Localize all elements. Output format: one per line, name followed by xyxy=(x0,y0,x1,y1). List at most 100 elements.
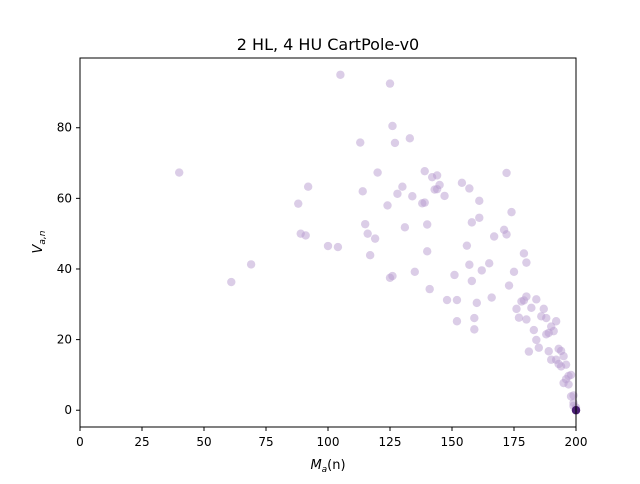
scatter-point xyxy=(534,343,543,352)
scatter-point xyxy=(358,187,367,196)
scatter-point xyxy=(388,271,397,281)
y-tick-label: 40 xyxy=(57,262,72,276)
scatter-point xyxy=(356,138,365,147)
scatter-point xyxy=(524,347,534,356)
scatter-point xyxy=(294,199,303,208)
scatter-point xyxy=(423,220,432,229)
y-axis-label: Va,n xyxy=(31,230,48,253)
scatter-point xyxy=(393,189,402,198)
scatter-point xyxy=(467,276,477,286)
scatter-point xyxy=(539,304,548,314)
scatter-point xyxy=(487,293,496,302)
scatter-point xyxy=(361,219,370,229)
scatter-point xyxy=(420,198,429,207)
x-axis-label: Ma(n) xyxy=(310,458,345,475)
x-tick-label: 0 xyxy=(76,435,84,449)
scatter-point xyxy=(408,192,417,201)
y-axis-label-sub: a,n xyxy=(38,230,48,244)
scatter-point xyxy=(398,182,407,191)
scatter-point xyxy=(502,168,511,178)
scatter-point xyxy=(420,166,429,176)
y-tick-label: 20 xyxy=(57,333,72,347)
chart-title: 2 HL, 4 HU CartPole-v0 xyxy=(237,35,419,54)
scatter-point xyxy=(561,360,571,369)
scatter-point xyxy=(370,234,380,243)
scatter-point xyxy=(465,184,474,193)
scatter-point xyxy=(467,218,477,227)
scatter-point xyxy=(470,313,479,323)
scatter-point xyxy=(465,260,474,269)
scatter-point xyxy=(373,168,382,177)
scatter-point xyxy=(383,201,392,210)
x-tick-label: 200 xyxy=(565,435,588,449)
scatter-point xyxy=(509,267,519,277)
scatter-point xyxy=(432,171,442,180)
scatter-point xyxy=(390,138,400,148)
scatter-point xyxy=(388,121,397,131)
scatter-point xyxy=(544,347,553,356)
y-axis-ticks: 0 20 40 60 80 xyxy=(57,121,80,417)
scatter-point xyxy=(365,251,375,260)
x-axis-label-main: M xyxy=(310,458,321,473)
scatter-point xyxy=(227,277,236,287)
scatter-point xyxy=(405,134,415,143)
x-tick-label: 100 xyxy=(317,435,340,449)
scatter-point xyxy=(529,325,539,335)
scatter-point xyxy=(385,79,395,88)
scatter-point xyxy=(246,260,256,269)
x-tick-label: 50 xyxy=(196,435,211,449)
scatter-point xyxy=(400,223,410,232)
y-axis-label-main: V xyxy=(31,244,46,254)
scatter-point xyxy=(475,213,484,222)
scatter-point xyxy=(410,267,419,277)
scatter-point xyxy=(522,292,531,301)
scatter-point xyxy=(566,370,576,380)
scatter-point xyxy=(457,178,467,188)
x-tick-label: 25 xyxy=(134,435,149,449)
scatter-point xyxy=(532,295,541,304)
scatter-point xyxy=(425,284,434,294)
scatter-point xyxy=(442,295,452,305)
scatter-point xyxy=(452,317,462,326)
scatter-point xyxy=(301,231,310,240)
scatter-point xyxy=(504,281,514,290)
x-tick-label: 125 xyxy=(379,435,402,449)
scatter-point xyxy=(507,207,516,217)
scatter-point xyxy=(462,241,472,250)
scatter-point xyxy=(551,317,561,326)
scatter-points xyxy=(175,70,581,415)
scatter-point xyxy=(423,247,432,256)
scatter-point xyxy=(475,196,484,206)
scatter-point xyxy=(522,258,531,267)
scatter-point xyxy=(522,315,531,324)
scatter-point xyxy=(527,303,536,313)
scatter-point xyxy=(435,180,444,190)
x-tick-label: 175 xyxy=(503,435,526,449)
x-axis-ticks: 0 25 50 75 100 125 150 175 200 xyxy=(76,427,587,449)
x-tick-label: 150 xyxy=(441,435,464,449)
scatter-point xyxy=(477,266,486,275)
scatter-point xyxy=(549,326,558,336)
scatter-point xyxy=(440,191,449,201)
scatter-point xyxy=(489,232,499,241)
x-tick-label: 75 xyxy=(258,435,273,449)
scatter-point xyxy=(336,70,345,79)
scatter-point xyxy=(514,313,524,322)
scatter-point xyxy=(333,242,343,252)
scatter-point xyxy=(472,298,481,308)
scatter-point xyxy=(303,182,313,191)
scatter-point xyxy=(363,229,372,238)
scatter-point xyxy=(502,230,511,239)
x-axis-label-sub: a xyxy=(322,465,328,475)
scatter-point xyxy=(512,304,521,314)
y-tick-label: 80 xyxy=(57,121,72,135)
scatter-point xyxy=(542,313,551,323)
scatter-point xyxy=(470,325,479,334)
scatter-point xyxy=(175,168,184,177)
scatter-point xyxy=(450,270,459,280)
scatter-point xyxy=(559,352,568,361)
scatter-point xyxy=(564,380,573,389)
x-axis-label-tail: (n) xyxy=(327,458,345,473)
scatter-point xyxy=(485,259,494,268)
